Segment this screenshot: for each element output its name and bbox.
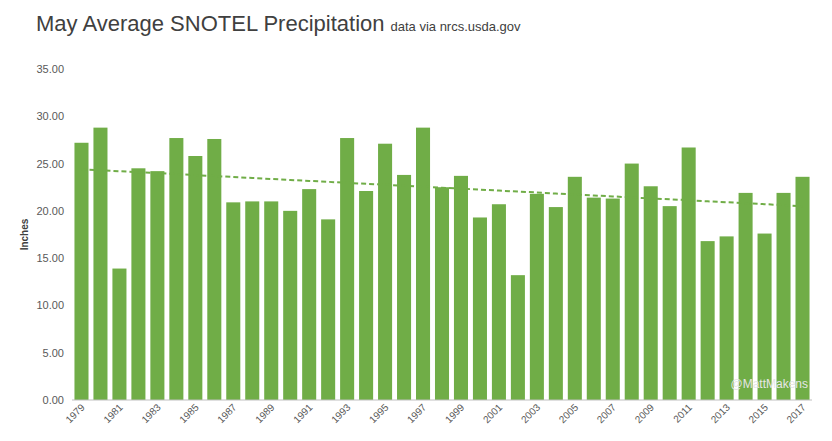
bar [245, 201, 259, 400]
y-tick-label: 5.00 [43, 347, 64, 359]
bar [302, 189, 316, 400]
x-tick-label: 2001 [481, 401, 505, 425]
y-tick-label: 0.00 [43, 394, 64, 406]
bar [568, 177, 582, 400]
chart: May Average SNOTEL Precipitation data via… [0, 0, 832, 441]
bar [359, 191, 373, 400]
bar [283, 211, 297, 400]
y-tick-label: 35.00 [36, 63, 64, 75]
bar [511, 275, 525, 400]
x-tick-label: 1985 [177, 401, 201, 425]
bar [795, 177, 809, 400]
bar [264, 201, 278, 400]
x-tick-label: 2009 [633, 401, 657, 425]
x-tick-label: 2017 [784, 401, 808, 425]
x-tick-label: 2007 [595, 401, 619, 425]
bar [416, 128, 430, 400]
bar [169, 138, 183, 400]
y-tick-label: 10.00 [36, 299, 64, 311]
bar [397, 175, 411, 400]
bar [74, 143, 88, 400]
x-tick-label: 1981 [101, 401, 125, 425]
x-axis [72, 400, 812, 401]
bar [625, 164, 639, 400]
y-tick [69, 69, 72, 70]
bar [378, 144, 392, 400]
bar [473, 217, 487, 400]
x-tick-label: 2015 [746, 401, 770, 425]
bar [644, 186, 658, 400]
x-tick-label: 1999 [443, 401, 467, 425]
watermark: @MattMakens [730, 377, 808, 391]
x-tick-label: 1993 [329, 401, 353, 425]
y-tick [69, 116, 72, 117]
y-tick [69, 258, 72, 259]
bar [492, 204, 506, 400]
y-tick-label: 20.00 [36, 205, 64, 217]
bar [188, 156, 202, 400]
bar [720, 236, 734, 400]
trend-line [81, 169, 802, 206]
bar [321, 219, 335, 400]
bar [93, 128, 107, 400]
y-tick-label: 15.00 [36, 252, 64, 264]
bar [663, 206, 677, 400]
bar [606, 199, 620, 400]
x-tick-label: 2005 [557, 401, 581, 425]
bar [226, 202, 240, 400]
y-tick [69, 400, 72, 401]
x-tick-label: 1997 [405, 401, 429, 425]
x-tick-label: 1983 [139, 401, 163, 425]
x-tick-label: 1991 [291, 401, 315, 425]
y-tick-label: 25.00 [36, 158, 64, 170]
x-tick-label: 1989 [253, 401, 277, 425]
x-tick-label: 1979 [63, 401, 87, 425]
x-tick-label: 2013 [709, 401, 733, 425]
bar [150, 171, 164, 400]
bar [112, 269, 126, 400]
background [0, 0, 832, 441]
bar [340, 138, 354, 400]
bar [701, 241, 715, 400]
x-tick-label: 2003 [519, 401, 543, 425]
subtitle: data via nrcs.usda.gov [391, 19, 522, 34]
bar [587, 198, 601, 400]
y-axis-label: Inches [19, 218, 30, 250]
x-tick-label: 1987 [215, 401, 239, 425]
bar [530, 194, 544, 400]
plot-area [74, 128, 809, 400]
x-tick-label: 1995 [367, 401, 391, 425]
y-tick [69, 163, 72, 164]
y-tick [69, 210, 72, 211]
bar [682, 147, 696, 400]
bar [549, 207, 563, 400]
x-tick-label: 2011 [671, 401, 694, 424]
bar [454, 176, 468, 400]
bar [739, 193, 753, 400]
bar [207, 139, 221, 400]
bar [435, 187, 449, 400]
y-tick [69, 352, 72, 353]
bar [131, 168, 145, 400]
title: May Average SNOTEL Precipitation [36, 11, 385, 36]
y-tick-label: 30.00 [36, 110, 64, 122]
bar [758, 234, 772, 400]
bar [777, 193, 791, 400]
y-tick [69, 305, 72, 306]
